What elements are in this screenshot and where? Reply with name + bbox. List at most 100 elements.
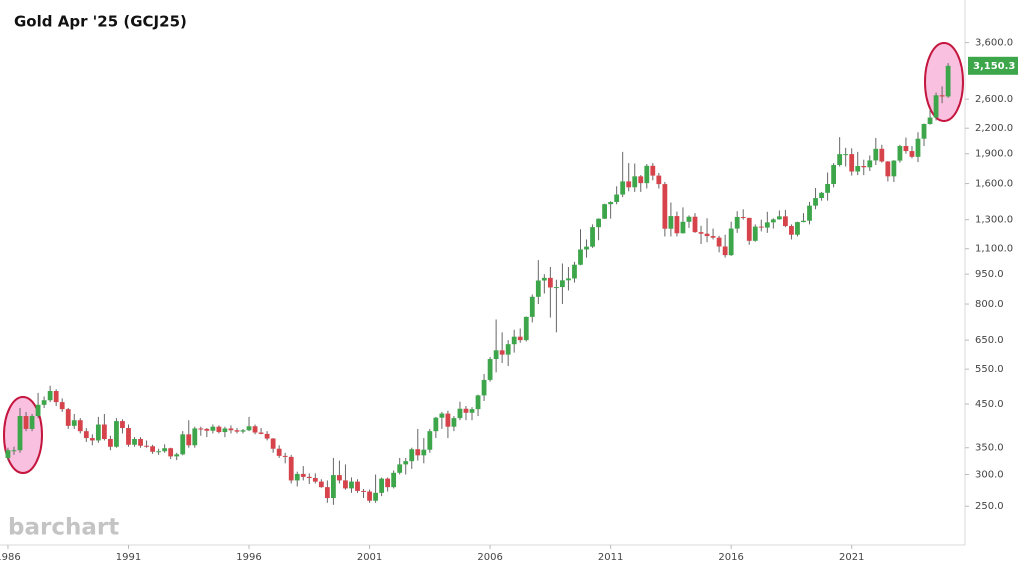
y-tick-label: 650.0	[975, 335, 1004, 346]
candle-body	[795, 222, 800, 235]
candle-body	[783, 216, 788, 227]
candle-body	[270, 438, 276, 449]
candle-body	[457, 408, 463, 419]
candle-body	[282, 455, 288, 457]
candle-body	[252, 426, 258, 433]
candle-body	[897, 145, 903, 161]
candle-body	[813, 198, 818, 206]
candle-body	[801, 220, 806, 223]
watermark: barchart	[8, 515, 119, 541]
candle-body	[566, 278, 571, 281]
candle-body	[162, 448, 168, 452]
candle-body	[186, 434, 192, 446]
candle-body	[306, 476, 312, 479]
candle-body	[276, 448, 282, 456]
y-tick-label: 350.0	[975, 443, 1004, 454]
candle-body	[789, 226, 794, 235]
x-tick-label: 2011	[598, 552, 623, 563]
y-tick-label: 1,300.0	[975, 215, 1013, 226]
candle-body	[445, 413, 451, 427]
candle-body	[517, 336, 523, 341]
candle-body	[837, 154, 843, 166]
candle-body	[590, 227, 595, 247]
candle-body	[343, 480, 348, 489]
candle-body	[921, 123, 927, 139]
candle-body	[138, 439, 143, 446]
candle-body	[228, 428, 234, 431]
candle-body	[204, 428, 210, 431]
candle-body	[620, 181, 626, 195]
candle-body	[825, 183, 830, 193]
candle-body	[53, 391, 59, 403]
y-tick-label: 250.0	[975, 501, 1004, 512]
candle-body	[740, 216, 746, 218]
x-tick-label: 2001	[357, 552, 382, 563]
candle-body	[23, 416, 29, 429]
x-tick-label: 1991	[116, 552, 141, 563]
candle-body	[150, 446, 155, 452]
last-price-box	[968, 56, 1018, 75]
candle-body	[427, 431, 433, 450]
candle-body	[728, 228, 734, 256]
candle-body	[71, 420, 77, 426]
candle-body	[656, 175, 662, 185]
candle-body	[367, 491, 372, 501]
candle-body	[704, 233, 710, 237]
candle-body	[421, 449, 427, 456]
candle-body	[234, 430, 240, 432]
candle-body	[710, 236, 716, 238]
candle-body	[156, 451, 162, 453]
candle-body	[758, 226, 764, 228]
highlight-circle	[924, 42, 964, 122]
candle-body	[216, 426, 222, 433]
candle-body	[17, 416, 23, 451]
candle-body	[915, 138, 921, 157]
chart-title: Gold Apr '25 (GCJ25)	[14, 13, 187, 31]
candle-body	[807, 205, 812, 221]
y-tick-label: 2,600.0	[975, 94, 1013, 105]
candle-body	[108, 439, 113, 447]
candle-body	[222, 428, 228, 433]
candle-body	[650, 165, 656, 176]
candle-body	[945, 65, 951, 97]
candle-body	[692, 216, 698, 233]
candle-body	[349, 481, 354, 489]
candle-body	[686, 216, 692, 222]
candle-body	[572, 264, 577, 279]
candle-body	[722, 246, 728, 256]
candle-body	[734, 216, 740, 229]
candle-body	[337, 475, 342, 481]
candle-body	[752, 226, 758, 241]
x-tick-label: 2016	[718, 552, 743, 563]
candle-body	[318, 481, 324, 488]
x-tick-label: 1986	[0, 552, 21, 563]
candle-body	[716, 237, 722, 247]
candle-body	[909, 151, 915, 157]
candle-body	[59, 402, 65, 410]
candle-body	[535, 280, 541, 297]
candle-body	[330, 475, 336, 499]
candle-body	[584, 246, 589, 250]
candle-body	[258, 432, 264, 434]
candle-body	[11, 450, 17, 452]
candle-body	[614, 194, 620, 202]
y-tick-label: 2,200.0	[975, 123, 1013, 134]
candle-body	[463, 408, 469, 413]
candle-body	[891, 160, 897, 177]
candle-body	[511, 336, 517, 345]
candle-body	[849, 154, 855, 172]
y-tick-label: 1,900.0	[975, 149, 1013, 160]
y-tick-label: 950.0	[975, 269, 1004, 280]
candle-body	[47, 391, 53, 401]
candle-body	[602, 204, 608, 219]
candle-body	[41, 400, 47, 405]
candle-body	[77, 420, 83, 432]
candle-body	[300, 473, 306, 477]
candle-body	[126, 428, 131, 445]
candle-body	[29, 416, 35, 429]
candle-body	[933, 95, 939, 118]
candle-body	[674, 216, 680, 234]
candle-body	[312, 478, 318, 482]
